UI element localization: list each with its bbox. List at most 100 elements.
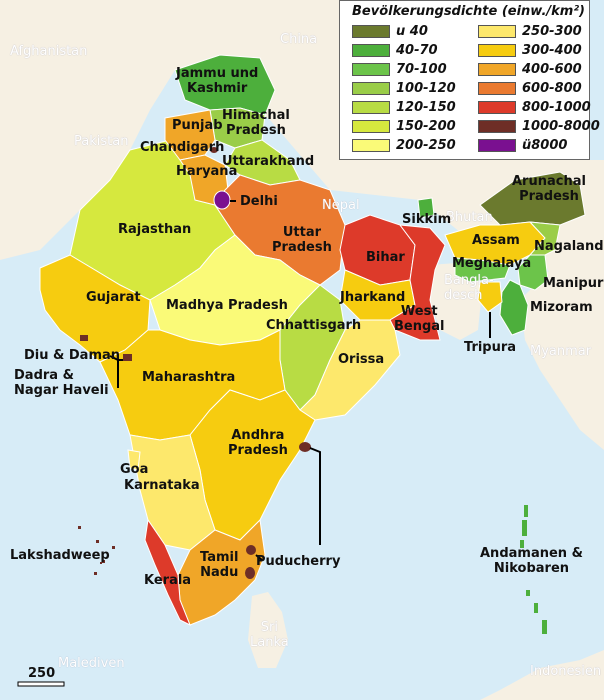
region-dadra xyxy=(123,354,132,361)
label-sri-lanka: Sri Lanka xyxy=(250,620,289,650)
label-sikkim: Sikkim xyxy=(402,212,452,227)
legend-label: 300-400 xyxy=(522,43,582,58)
label-rajasthan: Rajasthan xyxy=(118,222,192,237)
region-delhi xyxy=(213,190,231,210)
label-assam: Assam xyxy=(472,233,520,248)
land-myanmar xyxy=(520,250,604,450)
legend-label: 100-120 xyxy=(396,81,456,96)
label-goa: Goa xyxy=(120,462,149,477)
label-west-bengal: West Bengal xyxy=(394,304,445,334)
land-indonesia xyxy=(480,650,604,700)
legend-swatch xyxy=(352,139,390,152)
label-malediven: Malediven xyxy=(58,656,125,671)
label-afghanistan: Afghanistan xyxy=(10,44,88,59)
region-sikkim xyxy=(417,197,435,219)
legend-swatch xyxy=(478,82,516,95)
label-haryana: Haryana xyxy=(176,164,238,179)
label-kerala: Kerala xyxy=(144,573,192,588)
label-puducherry: Puducherry xyxy=(256,554,341,569)
region-west-bengal xyxy=(389,224,446,341)
region-chandigarh xyxy=(210,147,218,153)
label-himachal: Himachal Pradesh xyxy=(222,108,290,138)
legend-swatch xyxy=(478,44,516,57)
label-tamil-nadu: Tamil Nadu xyxy=(200,550,239,580)
legend-title: Bevölkerungsdichte (einw./km²) xyxy=(352,4,585,19)
label-mizoram: Mizoram xyxy=(530,300,593,315)
label-andhra: Andhra Pradesh xyxy=(228,428,288,458)
label-gujarat: Gujarat xyxy=(86,290,141,305)
label-arunachal: Arunachal Pradesh xyxy=(512,174,586,204)
legend: Bevölkerungsdichte (einw./km²) u 40 40-70… xyxy=(339,0,600,160)
region-puducherry-b xyxy=(245,567,255,579)
label-lakshadweep: Lakshadweep xyxy=(10,548,110,563)
region-kerala xyxy=(144,518,191,627)
region-manipur xyxy=(517,254,549,291)
label-maharashtra: Maharashtra xyxy=(142,370,236,385)
label-myanmar: Myanmar xyxy=(530,344,592,359)
legend-swatch xyxy=(478,139,516,152)
legend-label: ü8000 xyxy=(522,138,568,153)
legend-label: 150-200 xyxy=(396,119,456,134)
label-indonesien: Indonesien xyxy=(530,664,602,679)
legend-swatch xyxy=(478,25,516,38)
region-mizoram xyxy=(499,279,529,336)
region-orissa xyxy=(299,319,401,421)
label-dadra: Dadra & Nagar Haveli xyxy=(14,368,109,398)
region-puducherry-a xyxy=(246,545,256,555)
legend-label: 800-1000 xyxy=(522,100,591,115)
region-yanam xyxy=(299,442,311,452)
label-china: China xyxy=(280,32,318,47)
label-orissa: Orissa xyxy=(338,352,385,367)
legend-swatch xyxy=(478,101,516,114)
legend-swatch xyxy=(352,63,390,76)
legend-label: 400-600 xyxy=(522,62,582,77)
legend-label: 120-150 xyxy=(396,100,456,115)
label-bihar: Bihar xyxy=(366,250,405,265)
legend-swatch xyxy=(352,120,390,133)
region-meghalaya xyxy=(454,257,511,283)
region-diu-daman xyxy=(80,335,88,341)
legend-label: 40-70 xyxy=(396,43,438,58)
label-tripura: Tripura xyxy=(464,340,517,355)
label-uttar-pradesh: Uttar Pradesh xyxy=(272,225,332,255)
label-uttarakhand: Uttarakhand xyxy=(222,154,315,169)
lakshadweep-islands xyxy=(78,526,115,575)
legend-label: 70-100 xyxy=(396,62,447,77)
legend-swatch xyxy=(352,82,390,95)
label-punjab: Punjab xyxy=(172,118,223,133)
legend-swatch xyxy=(478,120,516,133)
land-srilanka xyxy=(248,592,288,668)
scale-label: 250 xyxy=(28,666,56,681)
legend-label: 250-300 xyxy=(522,24,582,39)
label-meghalaya: Meghalaya xyxy=(452,256,532,271)
andaman-islands xyxy=(520,505,547,634)
legend-label: 600-800 xyxy=(522,81,582,96)
region-tripura xyxy=(477,281,503,313)
legend-label: u 40 xyxy=(396,24,428,39)
label-karnataka: Karnataka xyxy=(124,478,200,493)
label-jammu: Jammu und Kashmir xyxy=(176,66,259,96)
region-goa xyxy=(127,449,141,471)
label-delhi: Delhi xyxy=(240,194,278,209)
label-madhya-pradesh: Madhya Pradesh xyxy=(166,298,288,313)
label-manipur: Manipur xyxy=(543,276,604,291)
legend-swatch xyxy=(352,101,390,114)
label-bhutan: Bhutan xyxy=(446,210,493,225)
label-chandigarh: Chandigarh xyxy=(140,140,225,155)
label-bangladesh: Bangla- desch xyxy=(444,273,494,303)
label-pakistan: Pakistan xyxy=(74,134,129,149)
legend-swatch xyxy=(352,44,390,57)
label-nepal: Nepal xyxy=(322,198,360,213)
legend-swatch xyxy=(352,25,390,38)
leader-lines xyxy=(109,200,491,561)
label-andaman: Andamanen & Nikobaren xyxy=(480,546,583,576)
legend-swatch xyxy=(478,63,516,76)
label-chhattisgarh: Chhattisgarh xyxy=(266,318,362,333)
land-northwest xyxy=(0,0,604,330)
label-jharkand: Jharkand xyxy=(340,290,406,305)
label-diu-daman: Diu & Daman xyxy=(24,348,121,363)
legend-label: 1000-8000 xyxy=(522,119,600,134)
scale-bar xyxy=(17,681,65,687)
label-nagaland: Nagaland xyxy=(534,239,604,254)
